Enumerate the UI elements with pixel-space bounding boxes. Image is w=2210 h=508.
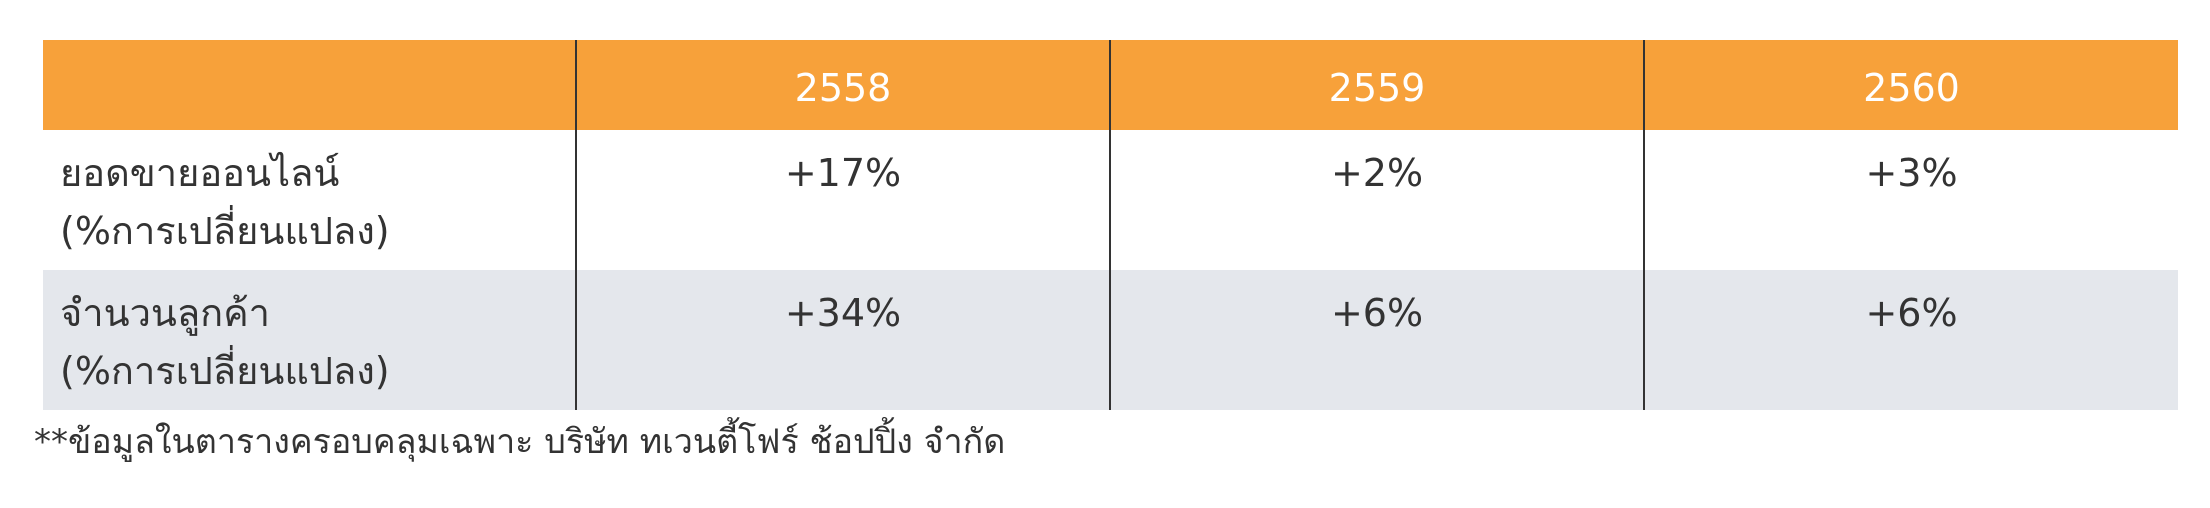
value-cell: +3% bbox=[1643, 130, 2178, 270]
row-label-title: จำนวนลูกค้า bbox=[60, 291, 270, 335]
table-header: 2558 2559 2560 bbox=[43, 40, 2178, 130]
value-cell: +6% bbox=[1109, 270, 1644, 410]
comparison-table-container: 2558 2559 2560 ยอดขายออนไลน์ (%การเปลี่ย… bbox=[43, 40, 2178, 410]
table-row-online-sales: ยอดขายออนไลน์ (%การเปลี่ยนแปลง) +17% +2%… bbox=[43, 130, 2178, 270]
row-label-online-sales: ยอดขายออนไลน์ (%การเปลี่ยนแปลง) bbox=[43, 130, 576, 270]
header-row: 2558 2559 2560 bbox=[43, 40, 2178, 130]
comparison-table: 2558 2559 2560 ยอดขายออนไลน์ (%การเปลี่ย… bbox=[43, 40, 2178, 410]
value-cell: +34% bbox=[575, 270, 1110, 410]
value-cell: +17% bbox=[575, 130, 1110, 270]
footnote: **ข้อมูลในตารางครอบคลุมเฉพาะ บริษัท ทเวน… bbox=[34, 422, 1006, 462]
row-label-unit: (%การเปลี่ยนแปลง) bbox=[60, 349, 390, 393]
row-label-unit: (%การเปลี่ยนแปลง) bbox=[60, 209, 390, 253]
header-year-2559: 2559 bbox=[1109, 40, 1644, 130]
table-body: ยอดขายออนไลน์ (%การเปลี่ยนแปลง) +17% +2%… bbox=[43, 130, 2178, 410]
header-label-cell bbox=[43, 40, 576, 130]
value-cell: +2% bbox=[1109, 130, 1644, 270]
row-label-customers: จำนวนลูกค้า (%การเปลี่ยนแปลง) bbox=[43, 270, 576, 410]
row-label-title: ยอดขายออนไลน์ bbox=[60, 151, 340, 195]
table-row-customers: จำนวนลูกค้า (%การเปลี่ยนแปลง) +34% +6% +… bbox=[43, 270, 2178, 410]
header-year-2560: 2560 bbox=[1643, 40, 2178, 130]
value-cell: +6% bbox=[1643, 270, 2178, 410]
header-year-2558: 2558 bbox=[575, 40, 1110, 130]
